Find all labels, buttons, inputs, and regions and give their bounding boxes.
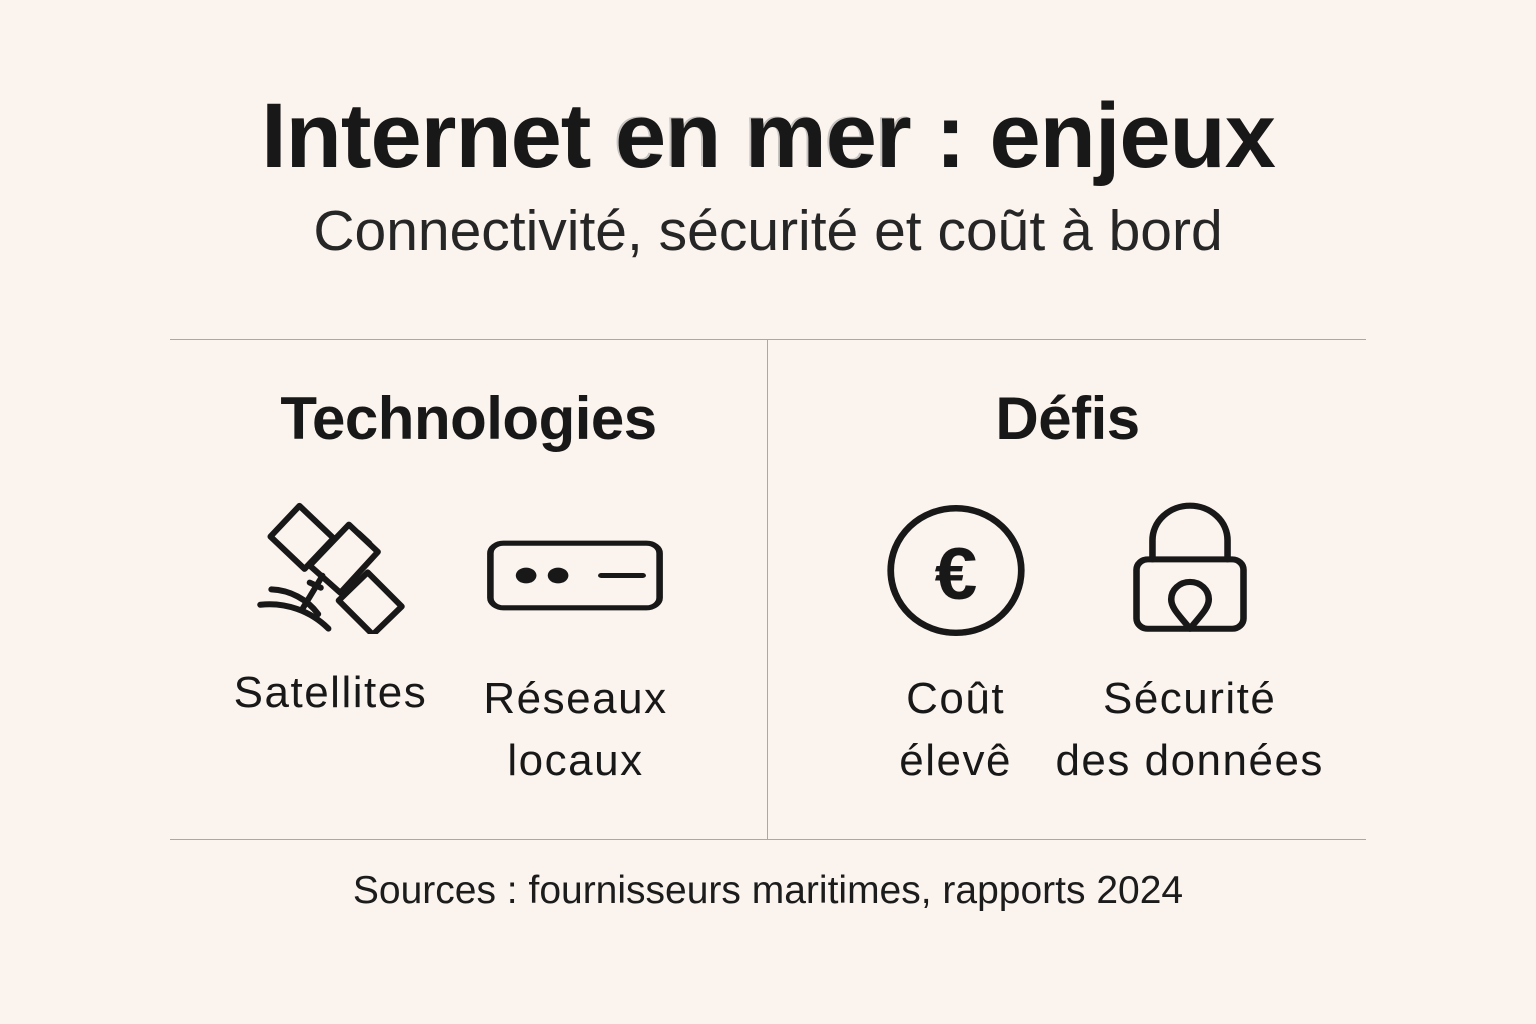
svg-text:€: € [935,533,978,615]
